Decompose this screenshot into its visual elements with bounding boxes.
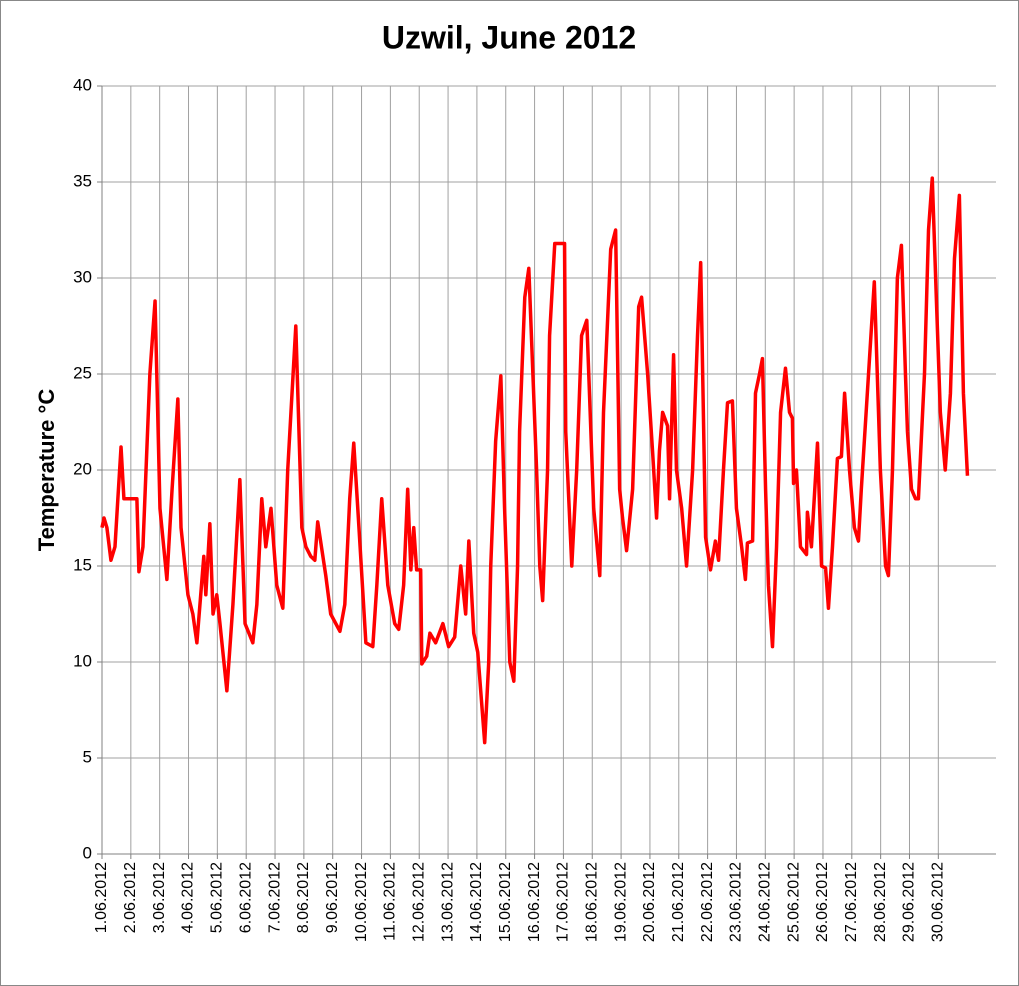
x-tick-label: 8.06.2012 [295, 862, 312, 933]
y-tick-label: 40 [73, 75, 92, 94]
y-tick-label: 30 [73, 267, 92, 286]
x-tick-label: 19.06.2012 [612, 862, 629, 942]
x-tick-label: 3.06.2012 [151, 862, 168, 933]
x-tick-label: 4.06.2012 [180, 862, 197, 933]
x-tick-label: 23.06.2012 [728, 862, 745, 942]
y-tick-label: 10 [73, 651, 92, 670]
x-tick-label: 30.06.2012 [930, 862, 947, 942]
data-line [100, 176, 970, 745]
x-tick-label: 7.06.2012 [266, 862, 283, 933]
y-axis-label: Temperature °C [34, 389, 59, 552]
x-tick-label: 12.06.2012 [410, 862, 427, 942]
y-tick-label: 0 [83, 843, 92, 862]
x-tick-label: 24.06.2012 [757, 862, 774, 942]
x-tick-label: 29.06.2012 [901, 862, 918, 942]
x-tick-label: 14.06.2012 [468, 862, 485, 942]
x-tick-label: 2.06.2012 [122, 862, 139, 933]
y-tick-label: 20 [73, 459, 92, 478]
chart-title: Uzwil, June 2012 [382, 19, 636, 55]
x-tick-label: 11.06.2012 [382, 862, 399, 941]
x-tick-label: 1.06.2012 [93, 862, 110, 933]
x-tick-label: 18.06.2012 [583, 862, 600, 942]
y-tick-label: 25 [73, 363, 92, 382]
x-tick-label: 10.06.2012 [353, 862, 370, 942]
x-tick-label: 16.06.2012 [526, 862, 543, 942]
x-tick-label: 5.06.2012 [209, 862, 226, 933]
x-tick-label: 15.06.2012 [497, 862, 514, 942]
x-tick-label: 27.06.2012 [843, 862, 860, 942]
x-tick-label: 6.06.2012 [237, 862, 254, 933]
x-tick-label: 28.06.2012 [872, 862, 889, 942]
x-tick-label: 26.06.2012 [814, 862, 831, 942]
x-tick-label: 21.06.2012 [670, 862, 687, 942]
x-tick-label: 20.06.2012 [641, 862, 658, 942]
y-tick-label: 35 [73, 171, 92, 190]
x-tick-label: 17.06.2012 [555, 862, 572, 942]
x-tick-label: 22.06.2012 [699, 862, 716, 942]
y-tick-label: 5 [83, 747, 92, 766]
x-tick-label: 25.06.2012 [785, 862, 802, 942]
x-tick-label: 13.06.2012 [439, 862, 456, 942]
x-tick-label: 9.06.2012 [324, 862, 341, 933]
y-tick-label: 15 [73, 555, 92, 574]
